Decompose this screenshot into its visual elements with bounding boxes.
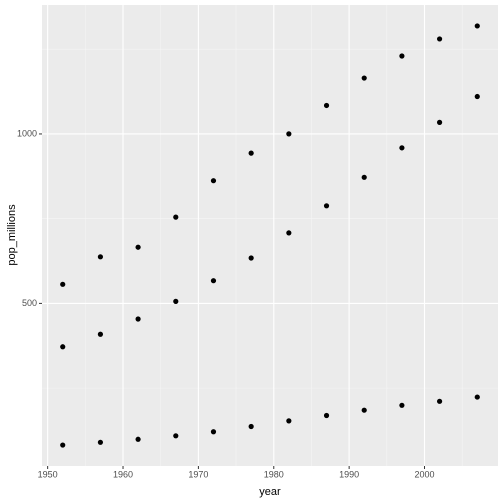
point bbox=[135, 244, 141, 250]
point bbox=[361, 75, 367, 81]
point bbox=[135, 316, 141, 322]
y-tick-label: 1000 bbox=[17, 128, 37, 138]
panel bbox=[42, 5, 498, 466]
point bbox=[210, 429, 217, 435]
point bbox=[323, 102, 330, 109]
point bbox=[248, 423, 254, 430]
point bbox=[399, 145, 405, 151]
point bbox=[399, 53, 405, 59]
point bbox=[60, 442, 66, 448]
point bbox=[97, 439, 104, 445]
points bbox=[60, 23, 480, 448]
point bbox=[436, 36, 443, 42]
point bbox=[436, 119, 443, 125]
point bbox=[248, 150, 254, 156]
point bbox=[173, 433, 179, 439]
grid bbox=[42, 5, 498, 466]
point bbox=[474, 23, 480, 29]
point bbox=[248, 255, 254, 261]
point bbox=[97, 254, 104, 260]
point bbox=[436, 398, 443, 404]
x-tick-label: 1950 bbox=[38, 469, 58, 479]
point bbox=[97, 331, 104, 337]
point bbox=[286, 418, 292, 424]
point bbox=[323, 412, 330, 419]
point bbox=[173, 214, 179, 220]
point bbox=[286, 230, 292, 236]
x-tick-label: 1970 bbox=[188, 469, 208, 479]
point bbox=[60, 281, 66, 287]
y-axis-title: pop_millions bbox=[6, 204, 18, 266]
point bbox=[474, 93, 480, 100]
point bbox=[210, 178, 217, 184]
x-tick-label: 1980 bbox=[264, 469, 284, 479]
x-tick-label: 2000 bbox=[414, 469, 434, 479]
x-tick-label: 1990 bbox=[339, 469, 359, 479]
point bbox=[135, 436, 141, 442]
x-tick-label: 1960 bbox=[113, 469, 133, 479]
y-tick-label: 500 bbox=[22, 298, 37, 308]
point bbox=[474, 394, 480, 400]
point bbox=[210, 278, 217, 284]
point bbox=[399, 402, 405, 408]
point bbox=[361, 174, 367, 180]
x-axis-title: year bbox=[259, 486, 281, 498]
point bbox=[173, 298, 179, 304]
point bbox=[60, 344, 66, 350]
point bbox=[323, 203, 330, 209]
point bbox=[286, 131, 292, 137]
point bbox=[361, 407, 367, 413]
